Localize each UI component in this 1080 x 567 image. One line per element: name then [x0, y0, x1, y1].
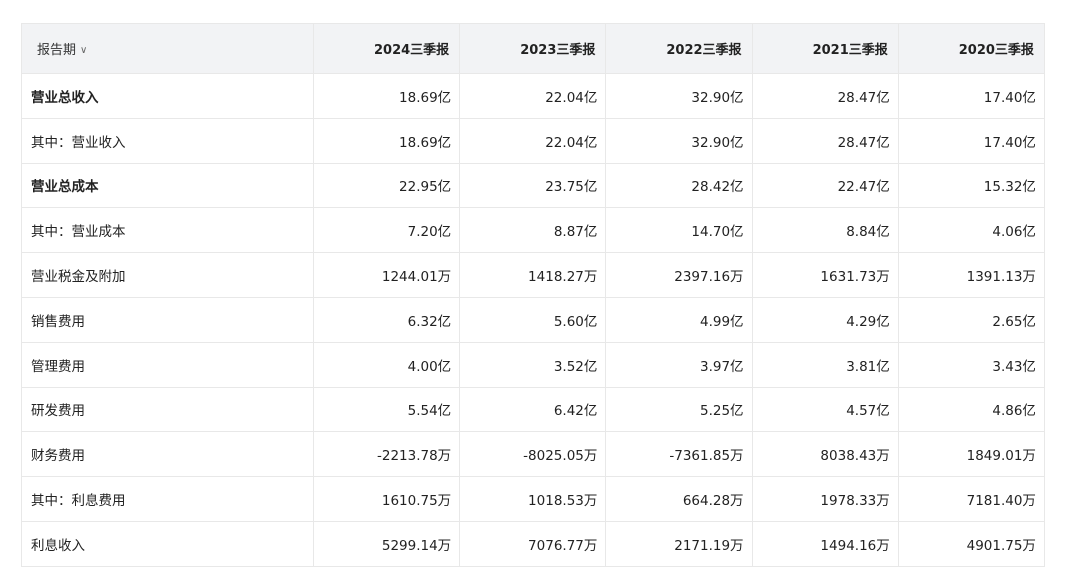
table-row: 其中：营业收入 18.69亿 22.04亿 32.90亿 28.47亿 17.40亿: [21, 117, 1045, 164]
table-cell: 1418.27万: [459, 252, 607, 298]
table-cell: 18.69亿: [312, 73, 461, 119]
table-row: 管理费用 4.00亿 3.52亿 3.97亿 3.81亿 3.43亿: [21, 341, 1045, 388]
row-label: 营业总收入: [21, 73, 314, 119]
row-label: 管理费用: [21, 341, 314, 388]
table-cell: 22.04亿: [459, 73, 607, 119]
table-cell: 22.04亿: [459, 117, 607, 164]
table-cell: 4.57亿: [751, 386, 899, 433]
table-header-row: 报告期 ∨ 2024三季报 2023三季报 2022三季报 2021三季报 202…: [21, 23, 1045, 74]
table-cell: 3.52亿: [459, 341, 607, 388]
table-cell: 5299.14万: [312, 520, 461, 567]
table-cell: 4.99亿: [605, 296, 753, 343]
table-cell: -8025.05万: [459, 431, 607, 478]
table-cell: 1018.53万: [459, 476, 607, 522]
financial-table-container: 报告期 ∨ 2024三季报 2023三季报 2022三季报 2021三季报 202…: [21, 23, 1045, 567]
table-cell: 14.70亿: [605, 207, 753, 254]
column-header: 2020三季报: [897, 23, 1045, 74]
table-cell: 5.25亿: [605, 386, 753, 433]
income-statement-table: 报告期 ∨ 2024三季报 2023三季报 2022三季报 2021三季报 202…: [21, 23, 1045, 567]
table-cell: 4.86亿: [897, 386, 1045, 433]
row-label: 销售费用: [21, 296, 314, 343]
table-cell: 22.47亿: [751, 162, 899, 209]
row-label: 其中：营业收入: [21, 117, 314, 164]
table-cell: 8038.43万: [751, 431, 899, 478]
table-cell: 2171.19万: [605, 520, 753, 567]
table-cell: 8.84亿: [751, 207, 899, 254]
table-cell: 2.65亿: [897, 296, 1045, 343]
table-row: 营业税金及附加 1244.01万 1418.27万 2397.16万 1631.73万 1…: [21, 252, 1045, 298]
table-cell: 4901.75万: [897, 520, 1045, 567]
table-cell: 4.06亿: [897, 207, 1045, 254]
table-row: 其中：营业成本 7.20亿 8.87亿 14.70亿 8.84亿 4.06亿: [21, 207, 1045, 254]
table-row: 营业总收入 18.69亿 22.04亿 32.90亿 28.47亿 17.40亿: [21, 73, 1045, 119]
table-cell: 3.43亿: [897, 341, 1045, 388]
table-row: 其中：利息费用 1610.75万 1018.53万 664.28万 1978.33万 71…: [21, 476, 1045, 522]
table-cell: 3.81亿: [751, 341, 899, 388]
table-cell: 1610.75万: [312, 476, 461, 522]
table-cell: -2213.78万: [312, 431, 461, 478]
table-cell: 7181.40万: [897, 476, 1045, 522]
table-cell: 5.60亿: [459, 296, 607, 343]
table-cell: -7361.85万: [605, 431, 753, 478]
table-cell: 4.29亿: [751, 296, 899, 343]
table-cell: 17.40亿: [897, 73, 1045, 119]
column-header: 2023三季报: [459, 23, 607, 74]
chevron-down-icon: ∨: [80, 45, 88, 56]
row-label: 财务费用: [21, 431, 314, 478]
period-selector[interactable]: 报告期 ∨: [21, 23, 314, 74]
table-cell: 5.54亿: [312, 386, 461, 433]
table-row: 利息收入 5299.14万 7076.77万 2171.19万 1494.16万 4901…: [21, 520, 1045, 567]
table-cell: 1978.33万: [751, 476, 899, 522]
table-cell: 1631.73万: [751, 252, 899, 298]
table-row: 营业总成本 22.95亿 23.75亿 28.42亿 22.47亿 15.32亿: [21, 162, 1045, 209]
table-cell: 28.47亿: [751, 117, 899, 164]
table-cell: 32.90亿: [605, 117, 753, 164]
table-cell: 3.97亿: [605, 341, 753, 388]
table-cell: 1849.01万: [897, 431, 1045, 478]
table-cell: 23.75亿: [459, 162, 607, 209]
table-cell: 1244.01万: [312, 252, 461, 298]
row-label: 研发费用: [21, 386, 314, 433]
table-cell: 1391.13万: [897, 252, 1045, 298]
period-selector-label: 报告期: [37, 43, 77, 58]
column-header: 2024三季报: [312, 23, 461, 74]
table-row: 销售费用 6.32亿 5.60亿 4.99亿 4.29亿 2.65亿: [21, 296, 1045, 343]
row-label: 营业税金及附加: [21, 252, 314, 298]
table-cell: 6.32亿: [312, 296, 461, 343]
table-cell: 2397.16万: [605, 252, 753, 298]
table-cell: 32.90亿: [605, 73, 753, 119]
table-cell: 15.32亿: [897, 162, 1045, 209]
table-body: 营业总收入 18.69亿 22.04亿 32.90亿 28.47亿 17.40亿 其中：营业…: [21, 73, 1045, 567]
row-label: 其中：营业成本: [21, 207, 314, 254]
table-cell: 28.42亿: [605, 162, 753, 209]
table-cell: 22.95亿: [312, 162, 461, 209]
table-cell: 7.20亿: [312, 207, 461, 254]
row-label: 其中：利息费用: [21, 476, 314, 522]
table-cell: 17.40亿: [897, 117, 1045, 164]
table-cell: 1494.16万: [751, 520, 899, 567]
table-cell: 664.28万: [605, 476, 753, 522]
table-row: 研发费用 5.54亿 6.42亿 5.25亿 4.57亿 4.86亿: [21, 386, 1045, 433]
table-row: 财务费用 -2213.78万 -8025.05万 -7361.85万 8038.43万 1…: [21, 431, 1045, 478]
table-cell: 8.87亿: [459, 207, 607, 254]
table-cell: 18.69亿: [312, 117, 461, 164]
table-cell: 28.47亿: [751, 73, 899, 119]
table-cell: 7076.77万: [459, 520, 607, 567]
row-label: 营业总成本: [21, 162, 314, 209]
column-header: 2021三季报: [751, 23, 899, 74]
column-header: 2022三季报: [605, 23, 753, 74]
table-cell: 4.00亿: [312, 341, 461, 388]
table-cell: 6.42亿: [459, 386, 607, 433]
row-label: 利息收入: [21, 520, 314, 567]
